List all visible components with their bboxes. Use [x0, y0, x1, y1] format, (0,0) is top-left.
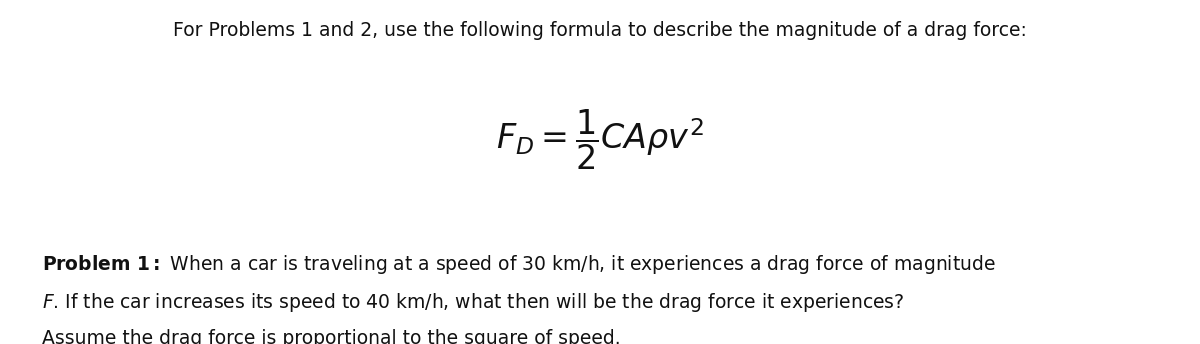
Text: $\mathit{F}$. If the car increases its speed to 40 km/h, what then will be the d: $\mathit{F}$. If the car increases its s… — [42, 291, 905, 314]
Text: Problem 1: When a car is traveling at a speed of 30 km/h, it experiences a drag : Problem 1: When a car is traveling at a … — [42, 253, 973, 272]
Text: For Problems 1 and 2, use the following formula to describe the magnitude of a d: For Problems 1 and 2, use the following … — [173, 21, 1027, 40]
Text: $F_D = \dfrac{1}{2}CA\rho v^2$: $F_D = \dfrac{1}{2}CA\rho v^2$ — [496, 107, 704, 172]
Text: Assume the drag force is proportional to the square of speed.: Assume the drag force is proportional to… — [42, 329, 620, 344]
Text: $\mathbf{Problem\ 1:}$ When a car is traveling at a speed of 30 km/h, it experie: $\mathbf{Problem\ 1:}$ When a car is tra… — [42, 253, 996, 276]
